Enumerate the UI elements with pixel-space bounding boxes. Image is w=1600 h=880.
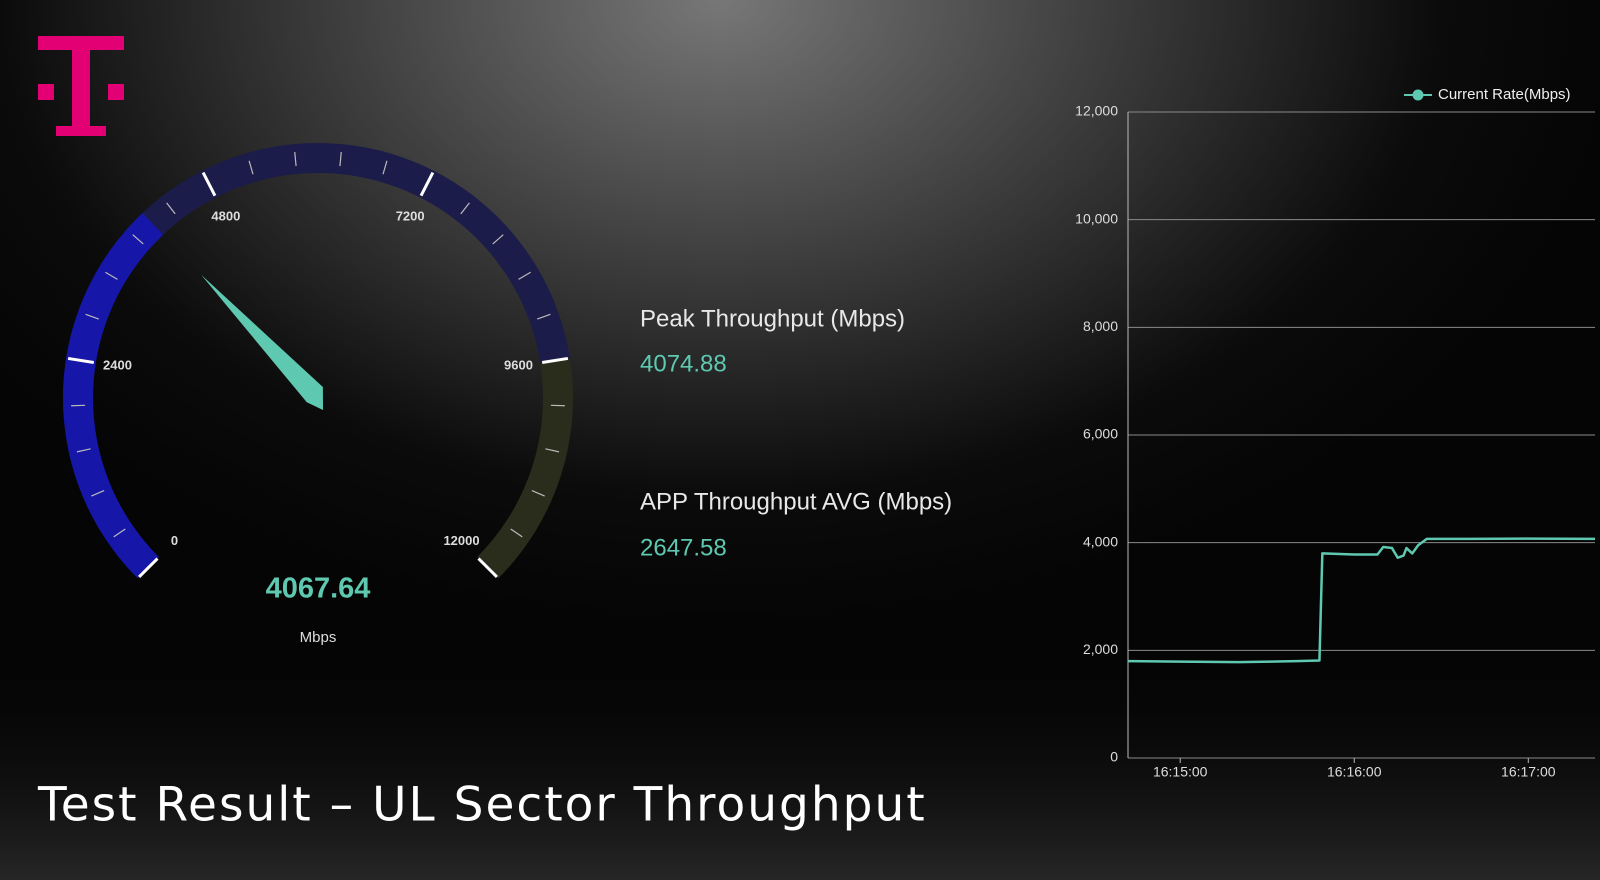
gauge-minor-tick xyxy=(545,448,560,453)
gauge-minor-tick xyxy=(76,448,91,453)
gauge-tick-label: 12000 xyxy=(443,533,479,548)
data-line xyxy=(1127,537,1596,664)
y-tick-label: 6,000 xyxy=(1083,426,1118,442)
gauge-tick-label: 4800 xyxy=(211,209,240,224)
stat-label: Peak Throughput (Mbps) xyxy=(640,305,905,332)
gauge-minor-tick xyxy=(492,234,504,245)
y-tick-label: 8,000 xyxy=(1083,318,1118,334)
x-tick-label: 16:16:00 xyxy=(1327,764,1382,780)
gauge-major-tick xyxy=(477,557,498,578)
gauge-major-tick xyxy=(419,171,435,197)
gauge-tick-label: 0 xyxy=(171,533,178,548)
gauge-minor-tick xyxy=(537,313,551,320)
gauge-end-band xyxy=(477,358,574,579)
stat-value: 4074.88 xyxy=(640,350,727,377)
gauge-minor-tick xyxy=(85,313,99,320)
gauge-major-tick xyxy=(138,557,159,578)
legend-label: Current Rate(Mbps) xyxy=(1438,86,1571,103)
x-tick-label: 16:15:00 xyxy=(1153,764,1208,780)
stat-value: 2647.58 xyxy=(640,534,727,561)
gauge-tick-label: 9600 xyxy=(504,358,533,373)
gauge-track xyxy=(63,143,570,579)
gauge-minor-tick xyxy=(339,152,342,167)
gauge-minor-tick xyxy=(460,202,470,215)
y-tick-label: 10,000 xyxy=(1075,210,1118,226)
gauge-minor-tick xyxy=(531,489,545,497)
gauge-minor-tick xyxy=(518,271,531,280)
logo xyxy=(38,36,124,136)
gauge-minor-tick xyxy=(105,271,118,280)
gauge-minor-tick xyxy=(166,202,176,215)
gauge-minor-tick xyxy=(132,234,144,245)
gauge-value: 4067.64 xyxy=(266,573,371,605)
gauge-minor-tick xyxy=(382,160,388,175)
y-tick-label: 2,000 xyxy=(1083,641,1118,657)
gauge-tick-label: 7200 xyxy=(396,209,425,224)
x-tick-label: 16:17:00 xyxy=(1501,764,1556,780)
gauge-major-tick xyxy=(67,356,95,364)
y-tick-label: 4,000 xyxy=(1083,533,1118,549)
slide-title: Test Result – UL Sector Throughput xyxy=(37,778,927,833)
line-chart: 0 2,000 4,000 6,000 8,000 10,000 12,000 16:15:0… xyxy=(1075,86,1596,780)
gauge-unit: Mbps xyxy=(300,629,337,646)
y-tick-label: 12,000 xyxy=(1075,103,1118,119)
gauge-minor-tick xyxy=(113,528,126,538)
legend-marker xyxy=(1412,89,1424,101)
background-glow xyxy=(0,640,1600,880)
gauge-minor-tick xyxy=(248,160,254,175)
gauge: 0 2400 4800 7200 9600 12000 4067.64 Mbps xyxy=(62,143,574,646)
gauge-progress xyxy=(62,212,164,579)
gauge-major-tick xyxy=(541,356,569,364)
stat-label: APP Throughput AVG (Mbps) xyxy=(640,488,952,515)
gauge-minor-tick xyxy=(294,152,297,167)
gauge-minor-tick xyxy=(91,489,105,497)
gauge-needle xyxy=(201,274,323,410)
y-tick-label: 0 xyxy=(1110,749,1118,765)
gauge-tick-label: 2400 xyxy=(103,358,132,373)
gauge-minor-tick xyxy=(510,528,523,538)
gauge-major-tick xyxy=(201,171,217,197)
